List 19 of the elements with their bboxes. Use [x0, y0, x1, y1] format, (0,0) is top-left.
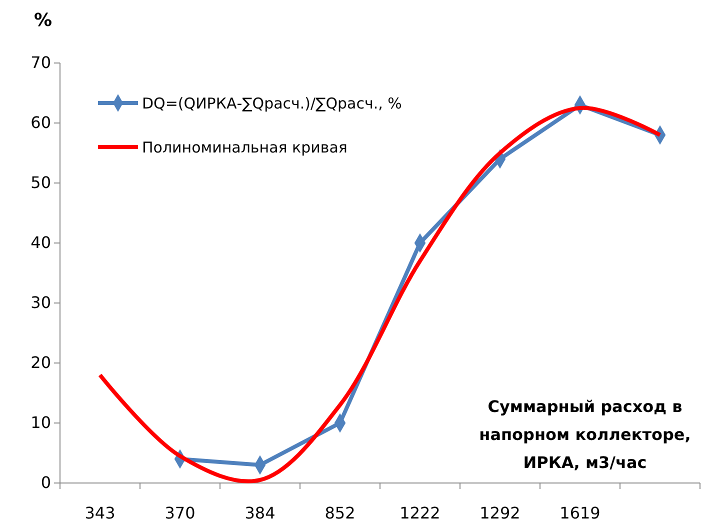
- y-tick-label: 50: [30, 173, 51, 192]
- y-tick-label: 70: [30, 53, 51, 72]
- x-axis-title: Суммарный расход в напорном коллекторе, ИРКА, м3/час: [479, 397, 691, 472]
- x-tick-label: 1222: [400, 503, 440, 522]
- legend-label: DQ=(QИРКА-∑Qрасч.)/∑Qрасч., %: [142, 94, 402, 112]
- y-tick-label: 10: [30, 413, 51, 432]
- x-tick-label: 1292: [480, 503, 520, 522]
- x-tick-label: 343: [84, 503, 116, 522]
- y-tick-label: 60: [30, 113, 51, 132]
- x-tick-label: 852: [324, 503, 356, 522]
- y-tick-label: 30: [30, 293, 51, 312]
- y-axis-title: %: [34, 10, 52, 31]
- y-tick-label: 20: [30, 353, 51, 372]
- y-tick-label: 0: [40, 473, 51, 492]
- x-tick-label: 384: [244, 503, 276, 522]
- y-tick-label: 40: [30, 233, 51, 252]
- x-tick-label: 1619: [560, 503, 600, 522]
- x-tick-label: 370: [164, 503, 196, 522]
- legend-label: Полиноминальная кривая: [142, 138, 348, 156]
